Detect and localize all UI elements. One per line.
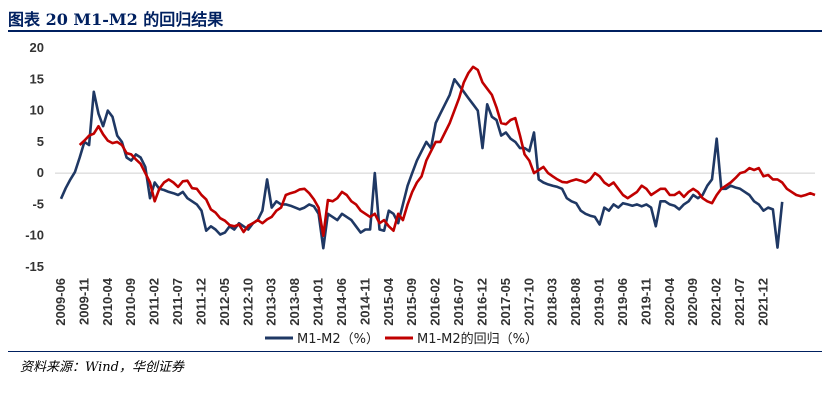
x-tick-label: 2017-10 [521, 278, 536, 326]
x-tick-label: 2011-07 [170, 278, 185, 325]
x-tick-label: 2016-12 [474, 278, 489, 326]
x-tick-label: 2018-08 [568, 278, 583, 326]
x-tick-label: 2010-09 [123, 278, 138, 326]
x-tick-label: 2011-02 [147, 278, 162, 325]
title-rule [8, 30, 822, 32]
x-tick-label: 2009-11 [76, 278, 91, 325]
x-tick-label: 2013-08 [287, 278, 302, 326]
x-tick-label: 2019-01 [592, 278, 607, 326]
x-tick-label: 2019-11 [638, 278, 653, 325]
x-tick-label: 2015-09 [404, 278, 419, 326]
y-tick-label: 15 [30, 71, 44, 86]
x-tick-label: 2017-05 [498, 278, 513, 326]
x-tick-label: 2012-05 [217, 278, 232, 326]
legend-label: M1-M2的回归（%） [417, 331, 538, 347]
x-tick-label: 2020-04 [662, 277, 677, 325]
y-tick-label: 5 [37, 134, 44, 149]
x-tick-label: 2016-02 [428, 278, 443, 326]
x-tick-label: 2010-04 [100, 277, 115, 325]
x-tick-label: 2019-06 [615, 278, 630, 326]
x-tick-label: 2011-12 [193, 278, 208, 325]
y-tick-label: 20 [30, 40, 44, 55]
line-chart: 20 15 10 5 0 -5 -10 -15 2009-06 2009-11 2010-04 201… [25, 40, 816, 347]
x-tick-label: 2020-09 [685, 278, 700, 326]
source-rule [8, 351, 822, 352]
x-tick-label: 2014-11 [357, 278, 372, 325]
series-line-m1-m2 [59, 77, 784, 250]
x-tick-label: 2015-04 [381, 277, 396, 325]
y-tick-label: 10 [30, 103, 44, 118]
y-tick-label: 0 [37, 165, 44, 180]
x-tick-label: 2013-03 [264, 278, 279, 326]
x-tick-label: 2021-07 [732, 278, 747, 326]
y-tick-label: -15 [25, 259, 44, 274]
x-tick-label: 2021-02 [709, 278, 724, 326]
y-tick-label: -10 [25, 228, 44, 243]
x-tick-label: 2018-03 [545, 278, 560, 326]
x-tick-label: 2014-06 [334, 278, 349, 326]
x-tick-label: 2021-12 [755, 278, 770, 326]
figure-title: 图表 20 M1-M2 的回归结果 [8, 10, 224, 29]
source-note: 资料来源：Wind，华创证券 [20, 360, 184, 375]
x-tick-label: 2016-07 [451, 278, 466, 326]
figure-header: 图表 20 M1-M2 的回归结果 [0, 0, 830, 32]
legend-label: M1-M2（%） [297, 332, 379, 347]
y-tick-label: -5 [32, 196, 44, 211]
series-line-m1-m2-regression [78, 65, 816, 237]
x-tick-label: 2012-10 [240, 278, 255, 326]
x-tick-label: 2009-06 [53, 278, 68, 326]
x-tick-label: 2014-01 [311, 278, 326, 326]
